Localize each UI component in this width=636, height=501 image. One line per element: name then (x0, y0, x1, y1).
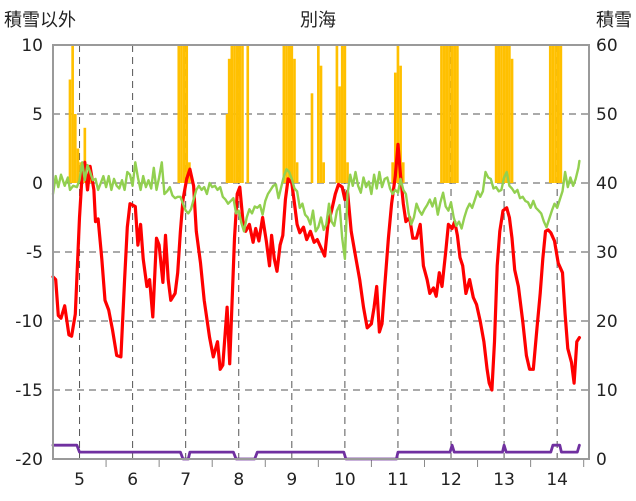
left-axis-label: 積雪以外 (4, 10, 76, 31)
snow-bar (71, 45, 74, 183)
snow-bar (180, 45, 183, 183)
y-left-tick-label: 5 (32, 105, 43, 125)
snow-bar (343, 45, 347, 183)
y-left-tick-label: -15 (15, 381, 43, 401)
snow-bar (293, 58, 296, 183)
snow-bar (290, 45, 294, 183)
snow-bar (399, 65, 402, 183)
snow-bar (76, 148, 80, 183)
snow-bar (235, 45, 239, 183)
y-right-tick-label: 10 (596, 381, 618, 401)
snow-bar (502, 45, 506, 183)
snow-bar (340, 45, 344, 183)
snow-bar (310, 93, 314, 183)
x-tick-label: 9 (286, 470, 297, 490)
snow-bar (556, 45, 560, 183)
y-right-tick-label: 50 (596, 105, 618, 125)
x-tick-label: 12 (440, 470, 462, 490)
snow-bar (391, 162, 394, 183)
snow-bar (448, 45, 451, 183)
y-left-tick-label: -5 (26, 243, 43, 263)
series-line (51, 443, 581, 461)
snow-bar (83, 127, 87, 183)
snow-bar (338, 86, 341, 183)
x-tick-label: 8 (233, 470, 244, 490)
snow-bar (285, 45, 288, 183)
y-left-tick-label: 10 (21, 36, 43, 56)
snow-bar (322, 162, 325, 183)
y-right-tick-label: 20 (596, 312, 618, 332)
x-tick-label: 11 (387, 470, 409, 490)
series-line (51, 142, 581, 392)
y-left-tick-label: -20 (15, 450, 43, 470)
y-left-tick-label: -10 (15, 312, 43, 332)
snow-bar (548, 45, 552, 183)
snow-bar (317, 45, 320, 183)
snow-bar (335, 45, 339, 183)
snow-bar (497, 45, 501, 183)
snow-bar (559, 45, 563, 183)
snow-bar (233, 45, 236, 183)
y-left-tick-label: 0 (32, 174, 43, 194)
frame-layer (52, 44, 590, 460)
snow-bar (551, 45, 555, 183)
right-axis-label: 積雪 (596, 10, 632, 31)
y-right-tick-label: 30 (596, 243, 618, 263)
labels-layer: 別海 積雪以外 積雪 1050-5-10-15-2060504030201005… (4, 10, 632, 490)
snow-bar (554, 45, 557, 183)
chart-title: 別海 (300, 10, 336, 31)
snow-bar (505, 45, 509, 183)
snow-bar (246, 45, 250, 183)
snow-bar (510, 58, 514, 183)
x-tick-label: 14 (546, 470, 568, 490)
snow-bar (182, 45, 186, 183)
snow-bar (442, 45, 446, 183)
snow-bar (227, 58, 231, 183)
snow-bar (287, 45, 291, 183)
snow-bar (401, 162, 405, 183)
snow-bar (185, 45, 189, 183)
snow-bar (500, 45, 503, 183)
snow-bar (225, 114, 229, 183)
x-tick-label: 13 (493, 470, 515, 490)
snow-bar (73, 114, 77, 183)
x-tick-label: 5 (74, 470, 85, 490)
snow-bar (450, 45, 454, 183)
y-right-tick-label: 40 (596, 174, 618, 194)
snow-bar (393, 72, 397, 183)
y-right-tick-label: 60 (596, 36, 618, 56)
x-tick-label: 10 (334, 470, 356, 490)
snow-bar (440, 45, 443, 183)
snow-bar (494, 45, 498, 183)
x-tick-label: 7 (180, 470, 191, 490)
snow-bar (282, 45, 286, 183)
series-line (51, 159, 581, 261)
snow-bar (177, 45, 181, 183)
snow-bar (456, 45, 459, 183)
snow-bar (241, 45, 244, 183)
snow-bar (508, 45, 511, 183)
x-tick-label: 6 (127, 470, 138, 490)
snow-bar (453, 45, 457, 183)
snow-bar (346, 162, 349, 183)
snow-bar (68, 79, 72, 183)
snow-bar (238, 45, 242, 183)
y-right-tick-label: 0 (596, 450, 607, 470)
snow-bar (295, 162, 299, 183)
snow-bar (445, 45, 449, 183)
snow-bar (319, 65, 323, 183)
series-lines-layer (51, 142, 581, 461)
snow-bars-layer (68, 45, 563, 183)
snow-bar (396, 45, 400, 183)
plot-frame (52, 44, 590, 460)
snow-bar (230, 45, 234, 183)
